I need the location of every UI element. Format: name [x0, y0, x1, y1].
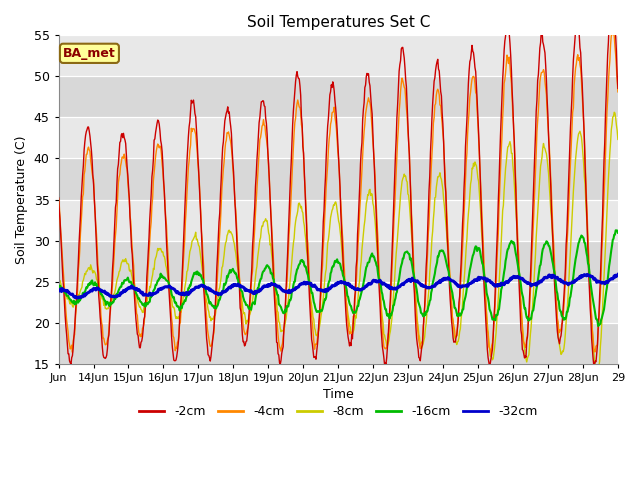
- -4cm: [487, 352, 495, 358]
- -2cm: [614, 85, 621, 91]
- Legend: -2cm, -4cm, -8cm, -16cm, -32cm: -2cm, -4cm, -8cm, -16cm, -32cm: [134, 400, 543, 423]
- -32cm: [74, 295, 81, 301]
- -32cm: [224, 287, 232, 292]
- -32cm: [252, 288, 259, 294]
- -4cm: [614, 89, 621, 95]
- Line: -16cm: -16cm: [59, 230, 618, 326]
- -8cm: [396, 203, 404, 208]
- -4cm: [428, 166, 435, 172]
- -8cm: [120, 257, 128, 263]
- Line: -8cm: -8cm: [59, 112, 618, 374]
- -16cm: [396, 270, 404, 276]
- -16cm: [595, 323, 602, 329]
- -8cm: [593, 372, 600, 377]
- -2cm: [486, 363, 493, 369]
- Bar: [59, 200, 618, 240]
- -32cm: [428, 284, 436, 289]
- -4cm: [272, 306, 280, 312]
- -16cm: [428, 290, 435, 296]
- Line: -2cm: -2cm: [59, 0, 618, 366]
- -32cm: [273, 283, 280, 288]
- Text: BA_met: BA_met: [63, 47, 116, 60]
- -8cm: [223, 233, 231, 239]
- -2cm: [223, 108, 231, 114]
- Line: -32cm: -32cm: [59, 275, 618, 298]
- -2cm: [428, 134, 435, 140]
- -2cm: [396, 62, 404, 68]
- -16cm: [223, 273, 231, 279]
- -2cm: [272, 319, 280, 325]
- -4cm: [396, 100, 404, 106]
- -2cm: [251, 204, 259, 210]
- Y-axis label: Soil Temperature (C): Soil Temperature (C): [15, 135, 28, 264]
- Line: -4cm: -4cm: [59, 31, 618, 355]
- -32cm: [55, 288, 63, 293]
- -8cm: [428, 250, 435, 255]
- Bar: [59, 158, 618, 200]
- -32cm: [121, 289, 129, 295]
- -32cm: [584, 272, 591, 277]
- -4cm: [55, 196, 63, 202]
- Bar: [59, 118, 618, 158]
- -8cm: [251, 281, 259, 287]
- -16cm: [251, 301, 259, 307]
- -16cm: [120, 277, 128, 283]
- Bar: [59, 323, 618, 364]
- X-axis label: Time: Time: [323, 388, 354, 401]
- -32cm: [614, 272, 621, 277]
- Bar: [59, 240, 618, 282]
- -32cm: [397, 283, 404, 288]
- -4cm: [251, 226, 259, 231]
- -16cm: [55, 284, 63, 289]
- -8cm: [55, 278, 63, 284]
- -8cm: [272, 294, 280, 300]
- -8cm: [614, 136, 621, 142]
- Bar: [59, 282, 618, 323]
- -2cm: [55, 195, 63, 201]
- Bar: [59, 76, 618, 118]
- -16cm: [272, 287, 280, 292]
- -2cm: [120, 135, 128, 141]
- -16cm: [614, 230, 621, 236]
- -4cm: [120, 151, 128, 157]
- Bar: [59, 36, 618, 76]
- -4cm: [223, 130, 231, 136]
- Title: Soil Temperatures Set C: Soil Temperatures Set C: [246, 15, 430, 30]
- -8cm: [611, 109, 618, 115]
- -4cm: [608, 28, 616, 34]
- -16cm: [612, 228, 620, 233]
